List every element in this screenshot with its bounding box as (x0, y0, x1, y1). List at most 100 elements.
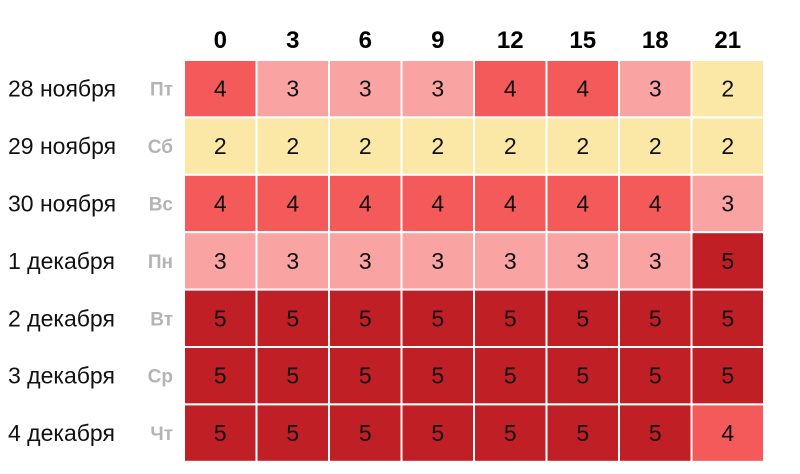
heatmap-cell (255, 59, 330, 119)
column-label: 15 (569, 27, 596, 54)
cell-value-label: 4 (359, 191, 372, 217)
heatmap-cell (690, 59, 765, 119)
cell-value-label: 5 (721, 305, 734, 331)
cell-value-label: 3 (649, 76, 662, 102)
cell-value-label: 5 (504, 420, 517, 446)
row-weekday-label: Чт (150, 424, 173, 445)
cell-value-label: 5 (286, 305, 299, 331)
cell-value-label: 4 (504, 191, 517, 217)
cell-value-label: 2 (576, 133, 589, 159)
cell-value-label: 2 (214, 133, 227, 159)
heatmap-cell (545, 59, 620, 119)
cell-value-label: 3 (504, 248, 517, 274)
heatmap-cell (690, 116, 765, 176)
heatmap-cell (183, 59, 258, 119)
cell-value-label: 5 (721, 363, 734, 389)
cell-value-label: 4 (431, 191, 444, 217)
row-date-label: 3 декабря (8, 363, 115, 389)
heatmap-cell (473, 403, 548, 463)
cell-value-label: 5 (359, 420, 372, 446)
row-weekday-label: Сб (148, 137, 173, 158)
heatmap-cell (255, 346, 330, 406)
cell-value-label: 2 (431, 133, 444, 159)
cell-value-label: 5 (359, 305, 372, 331)
column-label: 3 (286, 27, 299, 54)
row-weekday-label: Ср (148, 367, 173, 388)
heatmap-cell (618, 346, 693, 406)
row-date-label: 28 ноября (8, 76, 116, 102)
cell-value-label: 5 (431, 305, 444, 331)
cell-value-label: 5 (286, 420, 299, 446)
heatmap-cell (473, 288, 548, 349)
cell-value-label: 4 (504, 76, 517, 102)
cell-value-label: 3 (286, 248, 299, 274)
cell-value-label: 5 (431, 363, 444, 389)
row-date-label: 30 ноября (8, 191, 116, 217)
cell-value-label: 5 (431, 420, 444, 446)
cell-value-label: 2 (504, 133, 517, 159)
column-label: 0 (214, 27, 227, 54)
cell-value-label: 3 (431, 76, 444, 102)
cell-value-label: 4 (721, 420, 734, 446)
heatmap-cell (545, 403, 620, 463)
heatmap-cell (328, 173, 403, 234)
heatmap-cell (545, 346, 620, 406)
heatmap-cell (183, 403, 258, 463)
cell-value-label: 5 (576, 420, 589, 446)
heatmap-cell (545, 116, 620, 176)
column-label: 21 (714, 27, 741, 54)
row-weekday-label: Пт (150, 80, 173, 101)
heatmap-cell (183, 173, 258, 234)
cell-value-label: 3 (286, 76, 299, 102)
cell-value-label: 3 (576, 248, 589, 274)
heatmap-cell (690, 173, 765, 234)
cell-value-label: 5 (214, 363, 227, 389)
cell-value-label: 5 (504, 305, 517, 331)
row-labels: 28 ноября Пт 29 ноября Сб 30 ноября Вс 1 декаб… (8, 76, 173, 446)
heatmap-cell (400, 116, 475, 176)
heatmap-cell (618, 173, 693, 234)
cell-value-label: 2 (721, 76, 734, 102)
heatmap-cells: 4 3 3 3 4 4 3 2 2 2 2 2 2 2 2 2 4 4 4 4 4 4 4 3 3 3 3 3 3 3 3 5 5 5 5 5 5 5 5 5… (183, 59, 765, 463)
cell-value-label: 3 (431, 248, 444, 274)
column-labels: 0 3 6 9 12 15 18 21 (214, 27, 742, 54)
heatmap-cell (618, 403, 693, 463)
cell-value-label: 2 (721, 133, 734, 159)
cell-value-label: 3 (214, 248, 227, 274)
cell-value-label: 5 (576, 305, 589, 331)
cell-value-label: 4 (576, 76, 589, 102)
cell-value-label: 4 (214, 191, 227, 217)
cell-value-label: 5 (286, 363, 299, 389)
heatmap-cell (618, 231, 693, 291)
cell-value-label: 5 (214, 305, 227, 331)
cell-value-label: 3 (359, 76, 372, 102)
heatmap-cell (255, 116, 330, 176)
cell-value-label: 2 (649, 133, 662, 159)
column-label: 12 (497, 27, 524, 54)
cell-value-label: 4 (214, 76, 227, 102)
row-date-label: 1 декабря (8, 248, 115, 274)
row-date-label: 29 ноября (8, 133, 116, 159)
cell-value-label: 4 (286, 191, 299, 217)
heatmap-cell (690, 346, 765, 406)
heatmap-cell (328, 403, 403, 463)
cell-value-label: 3 (721, 191, 734, 217)
heatmap-cell (473, 173, 548, 234)
cell-value-label: 3 (649, 248, 662, 274)
cell-value-label: 5 (504, 363, 517, 389)
cell-value-label: 5 (649, 363, 662, 389)
row-date-label: 4 декабря (8, 420, 115, 446)
cell-value-label: 5 (649, 420, 662, 446)
heatmap-cell (328, 231, 403, 291)
row-weekday-label: Вт (150, 309, 173, 330)
column-label: 9 (431, 27, 444, 54)
cell-value-label: 4 (649, 191, 662, 217)
heatmap-cell (473, 231, 548, 291)
cell-value-label: 5 (649, 305, 662, 331)
row-weekday-label: Вс (149, 195, 174, 216)
cell-value-label: 5 (214, 420, 227, 446)
heatmap-cell (473, 346, 548, 406)
cell-value-label: 5 (721, 248, 734, 274)
cell-value-label: 5 (359, 363, 372, 389)
